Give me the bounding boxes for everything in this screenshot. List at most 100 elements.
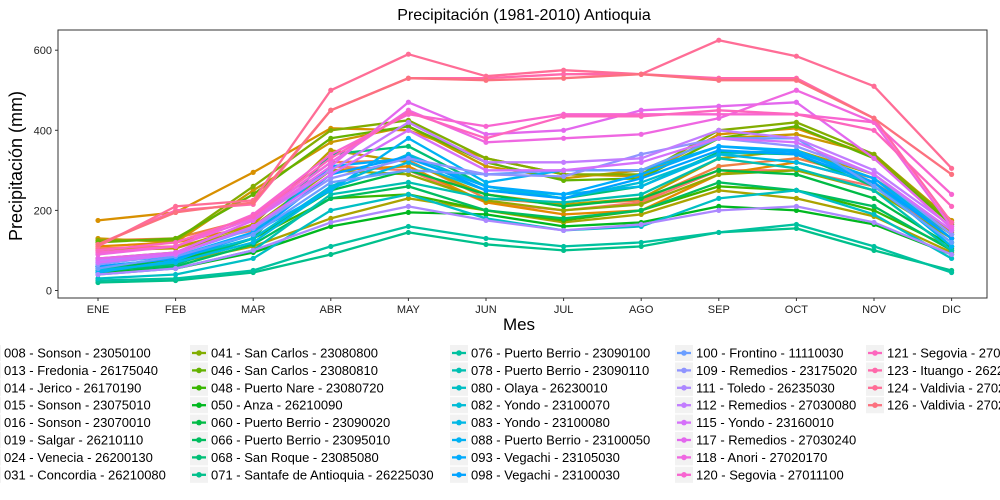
legend-label: 082 - Yondo - 23100070: [471, 398, 610, 413]
data-point: [638, 243, 644, 250]
data-point: [483, 159, 489, 165]
legend-item: 046 - San Carlos - 23080810: [190, 362, 378, 379]
legend-key-point: [196, 437, 202, 443]
data-point: [871, 187, 877, 193]
series-line: [97, 227, 952, 284]
data-point: [483, 195, 489, 201]
series-16: [95, 225, 955, 286]
data-point: [250, 239, 256, 246]
legend-key-point: [681, 367, 687, 374]
legend-item: 117 - Remedios - 27030240: [675, 432, 856, 448]
data-point: [716, 77, 722, 83]
legend-key-point: [872, 385, 878, 391]
legend-item: 019 - Salgar - 26210110: [0, 432, 143, 448]
series-line: [97, 145, 953, 264]
data-point: [483, 183, 489, 189]
legend-key-point: [681, 437, 687, 443]
data-point: [483, 191, 489, 197]
data-point: [871, 195, 877, 201]
data-point: [405, 51, 411, 57]
series-lines: [95, 37, 955, 286]
legend-item: 082 - Yondo - 23100070: [450, 397, 610, 414]
legend-label: 100 - Frontino - 11110030: [696, 346, 843, 361]
data-point: [250, 255, 256, 262]
data-point: [561, 67, 567, 73]
data-point: [638, 221, 644, 228]
data-point: [328, 207, 334, 213]
x-tick-label: MAY: [397, 304, 421, 316]
series-13: [95, 167, 955, 270]
data-point: [328, 175, 334, 181]
data-point: [638, 131, 644, 137]
legend-item: 111 - Toledo - 26235030: [675, 379, 835, 396]
data-point: [483, 187, 489, 193]
legend-key-point: [872, 402, 878, 409]
legend-label: 078 - Puerto Berrio - 23090110: [471, 363, 649, 378]
legend-label: 060 - Puerto Berrio - 23090020: [211, 415, 390, 430]
data-point: [328, 243, 334, 250]
data-point: [405, 109, 411, 115]
data-point: [716, 155, 722, 161]
legend-label: 066 - Puerto Berrio - 23095010: [211, 433, 390, 448]
legend-label: 008 - Sonson - 23050100: [4, 346, 151, 361]
legend-label: 083 - Yondo - 23100080: [471, 415, 610, 430]
legend-key-point: [196, 402, 202, 409]
legend-key-point: [456, 367, 462, 374]
legend-item: 123 - Ituango - 26225070: [866, 362, 1000, 379]
legend-label: 124 - Valdivia - 27020030: [887, 380, 1000, 395]
data-point: [793, 171, 800, 177]
data-point: [793, 225, 800, 232]
data-point: [483, 73, 489, 79]
legend-label: 109 - Remedios - 23175020: [696, 363, 857, 378]
legend-label: 071 - Santafe de Antioquia - 26225030: [211, 467, 434, 482]
data-point: [949, 239, 955, 246]
data-point: [793, 203, 800, 209]
legend-key-point: [681, 419, 687, 426]
series-line: [97, 181, 953, 272]
legend-key-point: [872, 350, 878, 356]
data-point: [328, 195, 334, 201]
data-point: [250, 223, 256, 230]
data-point: [328, 135, 334, 141]
data-point: [793, 155, 800, 161]
data-point: [949, 269, 955, 276]
data-point: [328, 107, 334, 113]
data-point: [561, 207, 567, 213]
legend-key-point: [456, 419, 462, 426]
data-point: [483, 235, 489, 242]
legend-item: 060 - Puerto Berrio - 23090020: [190, 414, 390, 431]
legend-item: 093 - Vegachi - 23105030: [450, 449, 620, 466]
data-point: [328, 139, 334, 145]
data-point: [716, 207, 722, 213]
data-point: [173, 249, 179, 256]
x-tick-label: JUN: [475, 304, 496, 316]
legend-item: 071 - Santafe de Antioquia - 26225030: [190, 466, 434, 483]
data-point: [405, 183, 411, 189]
legend-label: 115 - Yondo - 23160010: [696, 415, 834, 430]
data-point: [173, 209, 179, 216]
data-point: [405, 75, 411, 81]
data-point: [561, 215, 567, 222]
data-point: [250, 199, 256, 205]
legend-label: 098 - Vegachi - 23100030: [471, 467, 620, 482]
data-point: [871, 243, 877, 250]
legend-label: 112 - Remedios - 27030080: [696, 398, 856, 413]
legend-key-point: [196, 472, 202, 478]
data-point: [483, 163, 489, 169]
data-point: [483, 217, 489, 224]
data-point: [250, 191, 256, 197]
data-point: [793, 207, 800, 213]
data-point: [250, 267, 256, 274]
data-point: [793, 123, 800, 129]
legend-key-bg: [0, 345, 1, 361]
data-point: [871, 155, 877, 161]
data-point: [405, 119, 411, 125]
data-point: [949, 171, 955, 177]
legend-item: 126 - Valdivia - 27020080: [866, 397, 1000, 414]
legend-item: 008 - Sonson - 23050100: [0, 345, 151, 361]
legend-label: 068 - San Roque - 23085080: [211, 450, 379, 465]
legend-item: 078 - Puerto Berrio - 23090110: [450, 362, 649, 379]
data-point: [949, 247, 955, 254]
y-axis-title: Precipitación (mm): [6, 91, 26, 241]
data-point: [328, 223, 334, 230]
